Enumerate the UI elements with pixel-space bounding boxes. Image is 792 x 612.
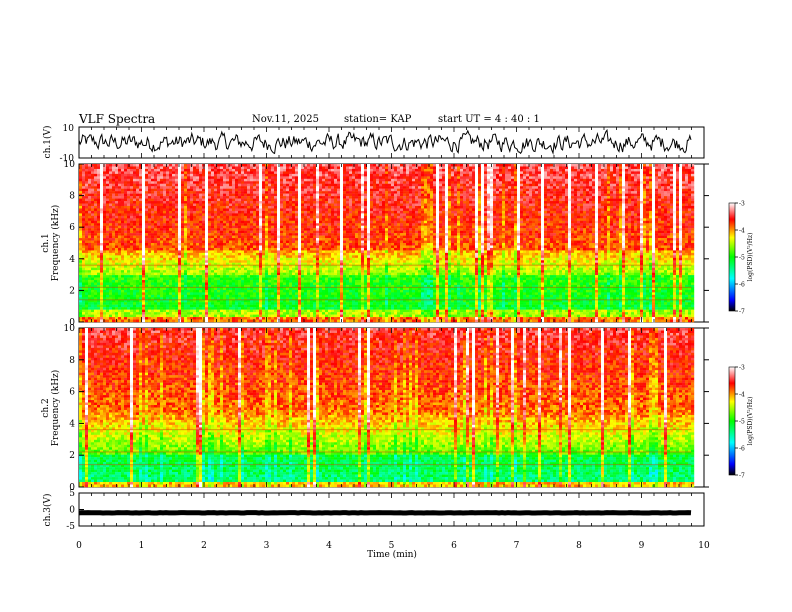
ch2-spec-ytick-label: 4: [69, 419, 75, 429]
ch1-waveform-trace: [78, 128, 692, 155]
ch1-colorbar-tick-label: -6: [739, 282, 745, 289]
ch1-colorbar-label: log(PSD)(V²/Hz): [747, 233, 754, 282]
start-time-label: start UT = 4 : 40 : 1: [438, 114, 540, 125]
ch1-spec-ytick-label: 2: [69, 286, 75, 296]
time-tick-label: 0: [76, 541, 82, 551]
ch1-frequency-label: Frequency (kHz): [50, 205, 61, 282]
ch2-colorbar: -3 -4 -5 -6 -7 log(PSD)(V²/Hz): [728, 365, 754, 480]
ch1-spec-ytick-label: 6: [69, 223, 75, 233]
ch3-ytick-label: 5: [69, 489, 75, 499]
ch2-colorbar-scale: [728, 366, 736, 476]
time-tick-label: 2: [201, 541, 207, 551]
ch1-spec-ytick-label: 10: [64, 160, 76, 170]
ch3-waveform-panel: 5 0 -5 ch.3(V): [42, 489, 705, 532]
ch3-ylabel: ch.3(V): [42, 494, 53, 527]
ch2-colorbar-label: log(PSD)(V²/Hz): [747, 397, 754, 446]
time-tick-label: 3: [264, 541, 270, 551]
ch2-colorbar-tick-label: -4: [739, 392, 745, 399]
ch2-frequency-label: Frequency (kHz): [50, 370, 61, 447]
time-tick-label: 10: [698, 541, 710, 551]
date-label: Nov.11, 2025: [252, 114, 319, 125]
ch1-waveform-panel: 10 -10 ch.1(V): [42, 124, 705, 164]
ch2-spectrogram-panel: 0 2 4 6 8 10 ch.2 Frequency (kHz): [41, 324, 709, 493]
time-axis: 0 1 2 3 4 5 6 7 8 9 10: [76, 127, 710, 551]
time-tick-label: 6: [451, 541, 457, 551]
ch1-ytick-bottom: -10: [60, 154, 75, 164]
ch1-colorbar-tick-label: -4: [739, 228, 745, 235]
station-label: station= KAP: [344, 114, 411, 125]
time-axis-label: Time (min): [367, 549, 417, 560]
time-tick-label: 1: [139, 541, 145, 551]
ch1-spec-ytick-label: 0: [69, 318, 75, 328]
ch1-spec-ytick-label: 8: [69, 192, 75, 202]
ch2-spec-ytick-label: 6: [69, 388, 75, 398]
ch2-spec-ytick-label: 0: [69, 483, 75, 493]
ch1-spectrogram-image: [79, 164, 695, 323]
time-tick-label: 5: [389, 541, 395, 551]
chart-title: VLF Spectra: [79, 112, 155, 126]
ch3-ytick-label: 0: [69, 506, 75, 516]
time-tick-label: 7: [514, 541, 520, 551]
ch2-spectrogram-image: [79, 328, 695, 488]
time-tick-label: 8: [576, 541, 582, 551]
ch3-ytick-label: -5: [66, 522, 75, 532]
ch1-ytick-top: 10: [63, 124, 75, 134]
ch2-spec-ytick-label: 10: [64, 324, 76, 334]
ch1-colorbar-tick-label: -7: [739, 309, 745, 316]
ch3-waveform-frame: [78, 492, 705, 527]
ch1-channel-label: ch.1: [41, 233, 51, 252]
ch1-colorbar-tick-label: -5: [739, 255, 745, 262]
ch2-colorbar-tick-label: -7: [739, 473, 745, 480]
ch1-ylabel: ch.1(V): [42, 126, 53, 159]
ch1-spectrogram-panel: 0 2 4 6 8 10 ch.1 Frequency (kHz): [41, 160, 709, 328]
time-tick-label: 4: [326, 541, 332, 551]
ch2-channel-label: ch.2: [41, 398, 51, 417]
ch2-spec-ytick-label: 2: [69, 451, 75, 461]
ch1-spec-ytick-label: 4: [69, 255, 75, 265]
ch2-colorbar-tick-label: -5: [739, 419, 745, 426]
ch1-colorbar: -3 -4 -5 -6 -7 log(PSD)(V²/Hz): [728, 201, 754, 316]
time-tick-label: 9: [639, 541, 645, 551]
ch2-colorbar-tick-label: -6: [739, 446, 745, 453]
ch2-colorbar-tick-label: -3: [739, 365, 745, 372]
ch2-spec-ytick-label: 8: [69, 356, 75, 366]
ch1-colorbar-scale: [728, 202, 736, 312]
ch1-colorbar-tick-label: -3: [739, 201, 745, 208]
